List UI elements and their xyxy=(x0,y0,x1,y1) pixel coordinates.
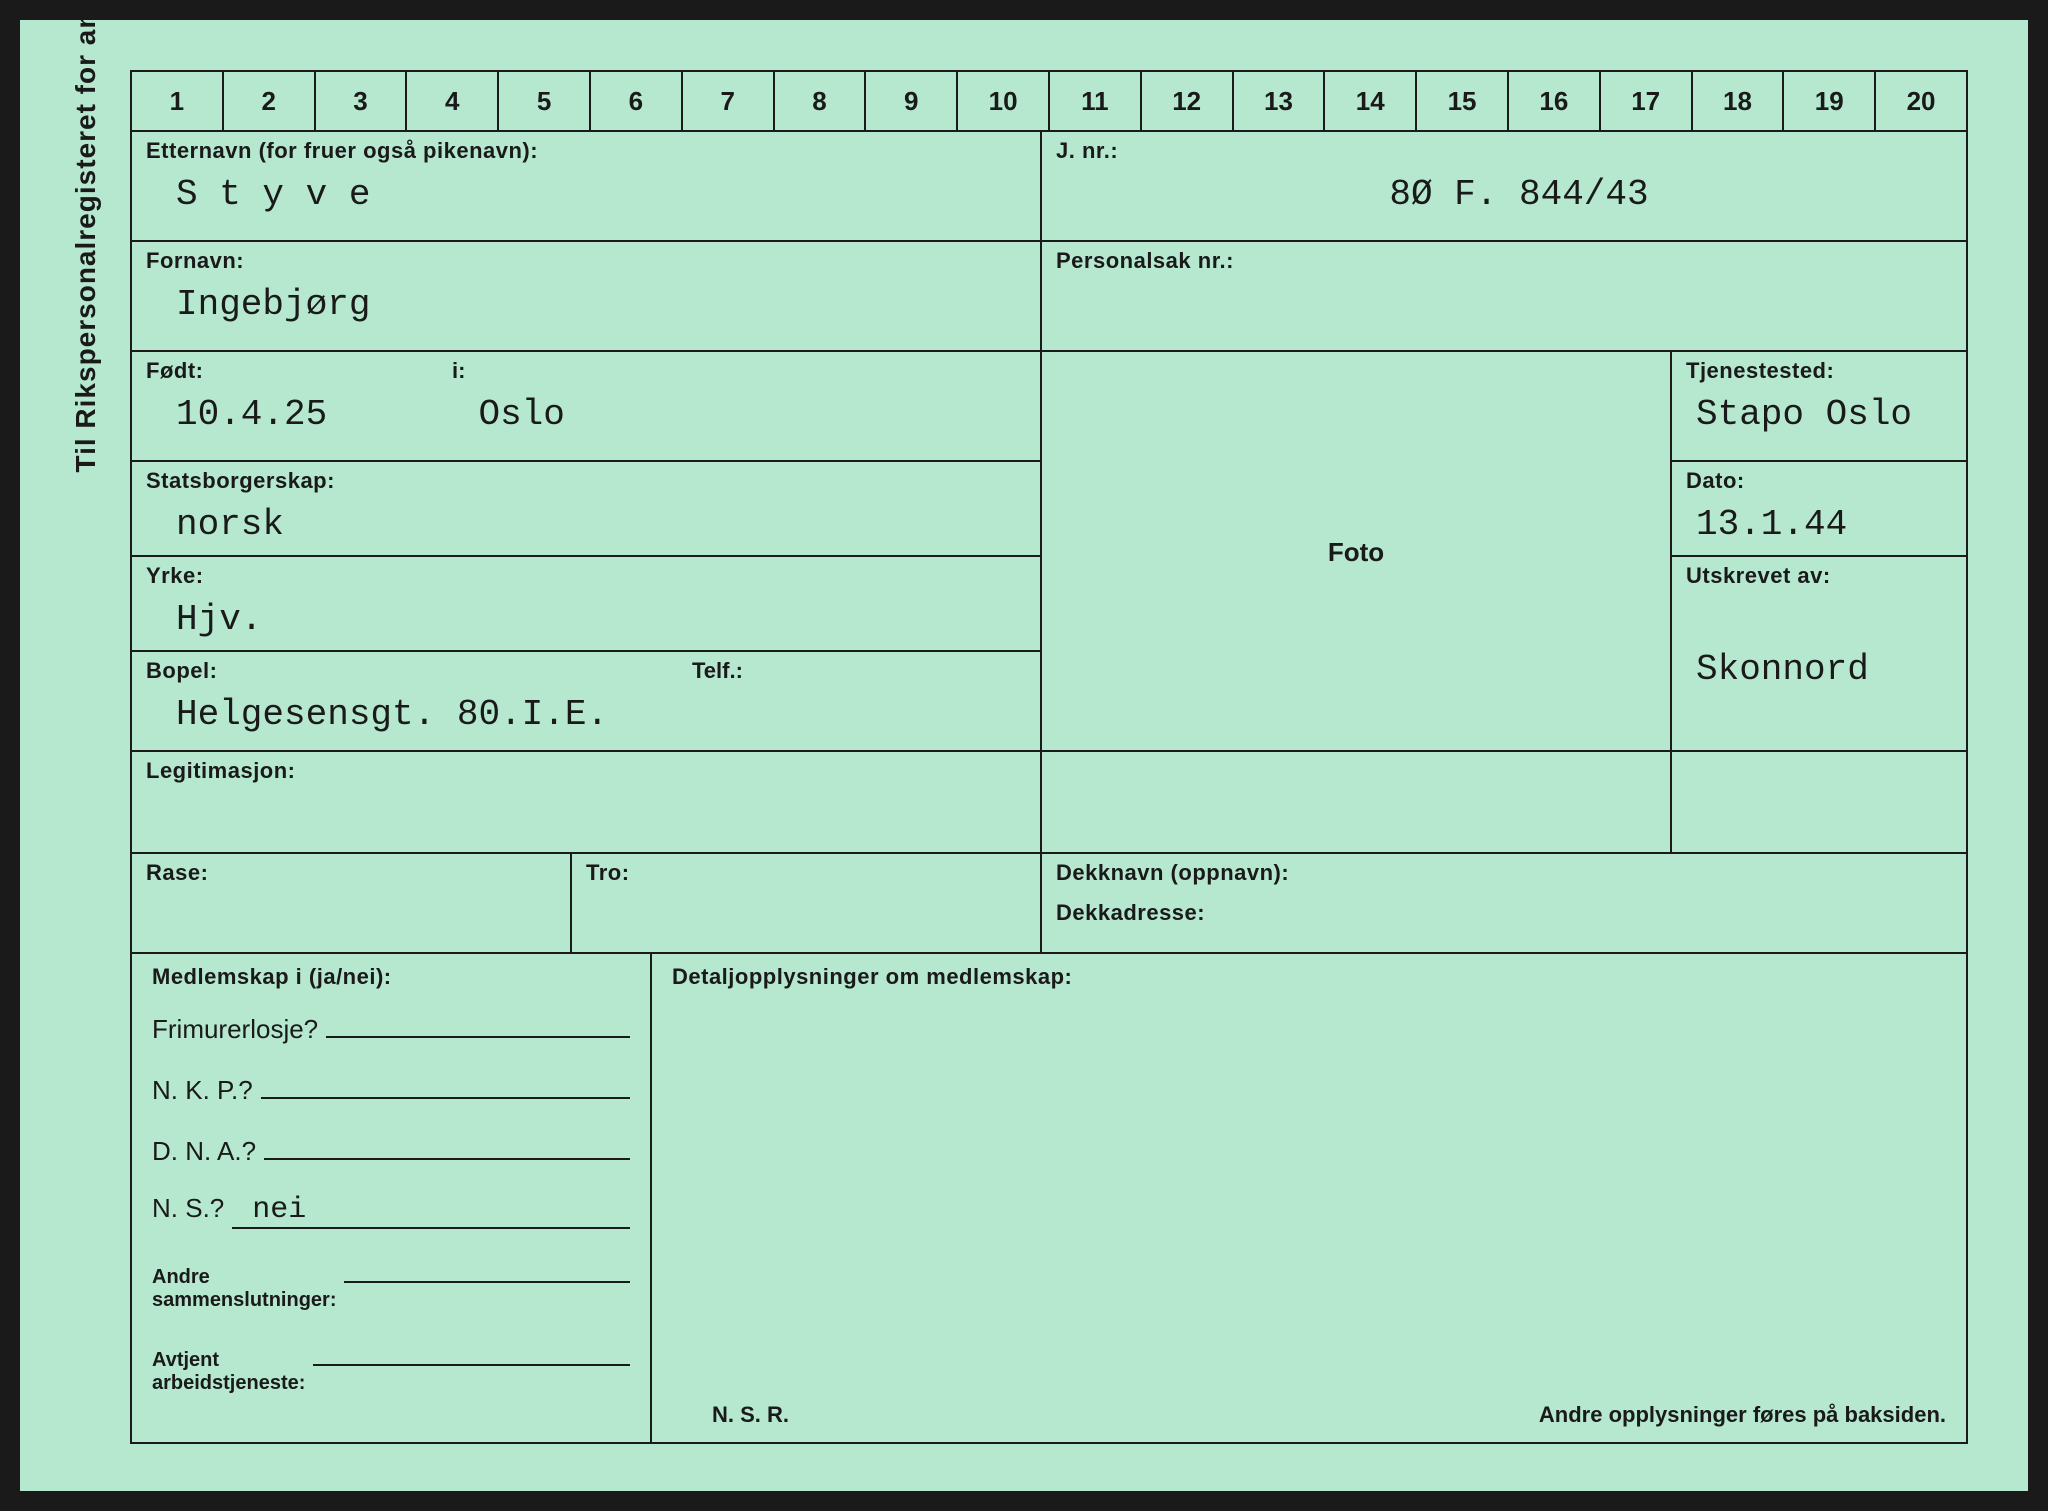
value-jnr: 8Ø F. 844/43 xyxy=(1056,174,1952,215)
field-utskrevet: Utskrevet av: Skonnord xyxy=(1672,557,1966,752)
value-fodt-place: Oslo xyxy=(478,394,564,435)
ruler-cell: 2 xyxy=(224,72,316,130)
ruler-cell: 18 xyxy=(1693,72,1785,130)
value-nkp xyxy=(261,1071,630,1099)
ruler-cell: 4 xyxy=(407,72,499,130)
registry-card: Til Rikspersonalregisteret for anmeldte.… xyxy=(20,20,2028,1491)
value-ns: nei xyxy=(232,1193,630,1229)
label-legitimasjon: Legitimasjon: xyxy=(146,758,296,783)
ruler-cell: 16 xyxy=(1509,72,1601,130)
ruler-cell: 11 xyxy=(1050,72,1142,130)
label-personalsak: Personalsak nr.: xyxy=(1056,248,1234,273)
ruler-cell: 9 xyxy=(866,72,958,130)
field-personalsak: Personalsak nr.: xyxy=(1042,242,1966,352)
label-fodt-i: i: xyxy=(452,358,465,384)
footer-nsr: N. S. R. xyxy=(712,1402,789,1428)
value-andre-sam xyxy=(344,1255,630,1283)
label-etternavn: Etternavn (for fruer også pikenavn): xyxy=(146,138,538,163)
row-avtjent: Avtjent arbeidstjeneste: xyxy=(152,1338,630,1395)
bottom-section: Medlemskap i (ja/nei): Frimurerlosje? N.… xyxy=(130,954,1968,1444)
details-panel: Detaljopplysninger om medlemskap: N. S. … xyxy=(652,954,1966,1442)
main-grid: Etternavn (for fruer også pikenavn): S t… xyxy=(130,130,1968,854)
ruler-cell: 5 xyxy=(499,72,591,130)
ruler-cell: 20 xyxy=(1876,72,1966,130)
field-dekk-placeholder xyxy=(1042,752,1672,852)
label-jnr: J. nr.: xyxy=(1056,138,1118,163)
field-bopel: Bopel: Telf.: Helgesensgt. 80.I.E. xyxy=(132,652,1042,752)
rase-row: Rase: Tro: Dekknavn (oppnavn): Dekkadres… xyxy=(130,854,1968,954)
ruler-cell: 15 xyxy=(1417,72,1509,130)
label-dna: D. N. A.? xyxy=(152,1136,256,1167)
side-title: Til Rikspersonalregisteret for anmeldte. xyxy=(70,0,102,472)
field-legitimasjon: Legitimasjon: xyxy=(132,752,1042,852)
field-fodt: Født: i: 10.4.25 Oslo xyxy=(132,352,1042,462)
field-tro: Tro: xyxy=(572,854,1042,952)
label-avtjent: Avtjent arbeidstjeneste: xyxy=(152,1349,305,1395)
label-tjenestested: Tjenestested: xyxy=(1686,358,1834,383)
field-utskrevet-ext xyxy=(1672,752,1966,852)
value-yrke: Hjv. xyxy=(146,599,1026,640)
row-andre-sam: Andre sammenslutninger: xyxy=(152,1255,630,1312)
ruler-cell: 17 xyxy=(1601,72,1693,130)
footer-andre-opp: Andre opplysninger føres på baksiden. xyxy=(1539,1402,1946,1428)
field-fornavn: Fornavn: Ingebjørg xyxy=(132,242,1042,352)
value-utskrevet: Skonnord xyxy=(1686,649,1952,690)
row-nkp: N. K. P.? xyxy=(152,1071,630,1106)
value-avtjent xyxy=(313,1338,630,1366)
field-foto: Foto xyxy=(1042,352,1672,752)
membership-panel: Medlemskap i (ja/nei): Frimurerlosje? N.… xyxy=(132,954,652,1442)
number-ruler: 1 2 3 4 5 6 7 8 9 10 11 12 13 14 15 16 1… xyxy=(130,70,1968,130)
value-fodt: 10.4.25 Oslo xyxy=(146,394,1026,435)
ruler-cell: 1 xyxy=(132,72,224,130)
field-etternavn: Etternavn (for fruer også pikenavn): S t… xyxy=(132,132,1042,242)
label-dekkadresse: Dekkadresse: xyxy=(1056,900,1952,926)
label-utskrevet: Utskrevet av: xyxy=(1686,563,1831,588)
label-dato: Dato: xyxy=(1686,468,1745,493)
ruler-cell: 12 xyxy=(1142,72,1234,130)
label-andre-sam: Andre sammenslutninger: xyxy=(152,1266,336,1312)
row-dna: D. N. A.? xyxy=(152,1132,630,1167)
ruler-cell: 6 xyxy=(591,72,683,130)
field-jnr: J. nr.: 8Ø F. 844/43 xyxy=(1042,132,1966,242)
field-dekknavn: Dekknavn (oppnavn): Dekkadresse: xyxy=(1042,854,1966,952)
field-rase: Rase: xyxy=(132,854,572,952)
ruler-cell: 14 xyxy=(1325,72,1417,130)
value-etternavn: S t y v e xyxy=(146,174,1026,215)
field-statsborgerskap: Statsborgerskap: norsk xyxy=(132,462,1042,557)
ruler-cell: 10 xyxy=(958,72,1050,130)
label-statsborgerskap: Statsborgerskap: xyxy=(146,468,335,493)
label-dekknavn: Dekknavn (oppnavn): xyxy=(1056,860,1952,886)
value-tjenestested: Stapo Oslo xyxy=(1686,394,1952,435)
value-statsborgerskap: norsk xyxy=(146,504,1026,545)
value-frimurer xyxy=(326,1010,630,1038)
label-fornavn: Fornavn: xyxy=(146,248,244,273)
label-medlemskap: Medlemskap i (ja/nei): xyxy=(152,964,630,990)
label-detaljopp: Detaljopplysninger om medlemskap: xyxy=(672,964,1072,989)
ruler-cell: 3 xyxy=(316,72,408,130)
label-nkp: N. K. P.? xyxy=(152,1075,253,1106)
field-dato: Dato: 13.1.44 xyxy=(1672,462,1966,557)
value-fodt-date: 10.4.25 xyxy=(176,394,327,435)
label-rase: Rase: xyxy=(146,860,208,885)
label-frimurer: Frimurerlosje? xyxy=(152,1014,318,1045)
ruler-cell: 19 xyxy=(1784,72,1876,130)
label-yrke: Yrke: xyxy=(146,563,204,588)
label-foto: Foto xyxy=(1328,537,1384,568)
ruler-cell: 7 xyxy=(683,72,775,130)
row-ns: N. S.? nei xyxy=(152,1193,630,1229)
value-dna xyxy=(264,1132,630,1160)
row-frimurer: Frimurerlosje? xyxy=(152,1010,630,1045)
ruler-cell: 8 xyxy=(775,72,867,130)
value-fornavn: Ingebjørg xyxy=(146,284,1026,325)
label-tro: Tro: xyxy=(586,860,630,885)
field-tjenestested: Tjenestested: Stapo Oslo xyxy=(1672,352,1966,462)
field-yrke: Yrke: Hjv. xyxy=(132,557,1042,652)
label-telf: Telf.: xyxy=(692,658,743,684)
label-fodt: Født: xyxy=(146,358,203,383)
value-bopel: Helgesensgt. 80.I.E. xyxy=(146,694,1026,735)
value-dato: 13.1.44 xyxy=(1686,504,1952,545)
ruler-cell: 13 xyxy=(1234,72,1326,130)
label-bopel: Bopel: xyxy=(146,658,217,683)
label-ns: N. S.? xyxy=(152,1193,224,1224)
